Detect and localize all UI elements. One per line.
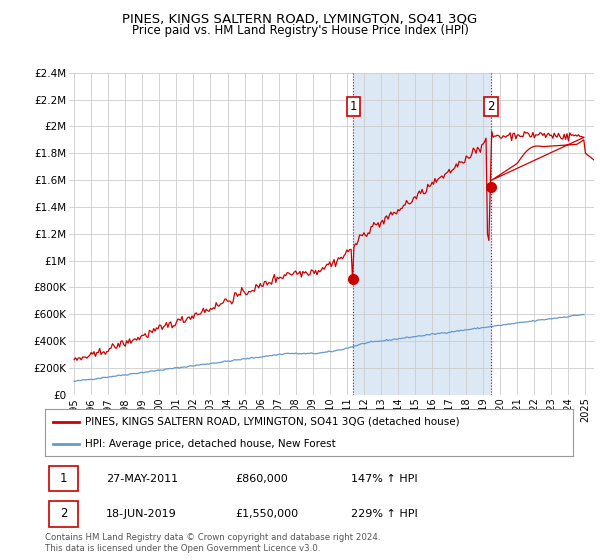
Text: 18-JUN-2019: 18-JUN-2019	[106, 509, 176, 519]
Bar	[353, 73, 491, 395]
Text: PINES, KINGS SALTERN ROAD, LYMINGTON, SO41 3QG (detached house): PINES, KINGS SALTERN ROAD, LYMINGTON, SO…	[85, 417, 459, 427]
Text: HPI: Average price, detached house, New Forest: HPI: Average price, detached house, New …	[85, 438, 335, 449]
Text: 2: 2	[60, 507, 67, 520]
Text: Contains HM Land Registry data © Crown copyright and database right 2024.
This d: Contains HM Land Registry data © Crown c…	[45, 533, 380, 553]
Text: £1,550,000: £1,550,000	[235, 509, 298, 519]
FancyBboxPatch shape	[49, 465, 78, 492]
Text: 27-MAY-2011: 27-MAY-2011	[106, 474, 178, 483]
Text: PINES, KINGS SALTERN ROAD, LYMINGTON, SO41 3QG: PINES, KINGS SALTERN ROAD, LYMINGTON, SO…	[122, 12, 478, 25]
Text: 1: 1	[350, 100, 357, 113]
FancyBboxPatch shape	[49, 501, 78, 527]
Text: £860,000: £860,000	[235, 474, 288, 483]
Text: 229% ↑ HPI: 229% ↑ HPI	[351, 509, 418, 519]
Text: 147% ↑ HPI: 147% ↑ HPI	[351, 474, 418, 483]
Text: Price paid vs. HM Land Registry's House Price Index (HPI): Price paid vs. HM Land Registry's House …	[131, 24, 469, 36]
Text: 2: 2	[487, 100, 494, 113]
Text: 1: 1	[60, 472, 67, 485]
